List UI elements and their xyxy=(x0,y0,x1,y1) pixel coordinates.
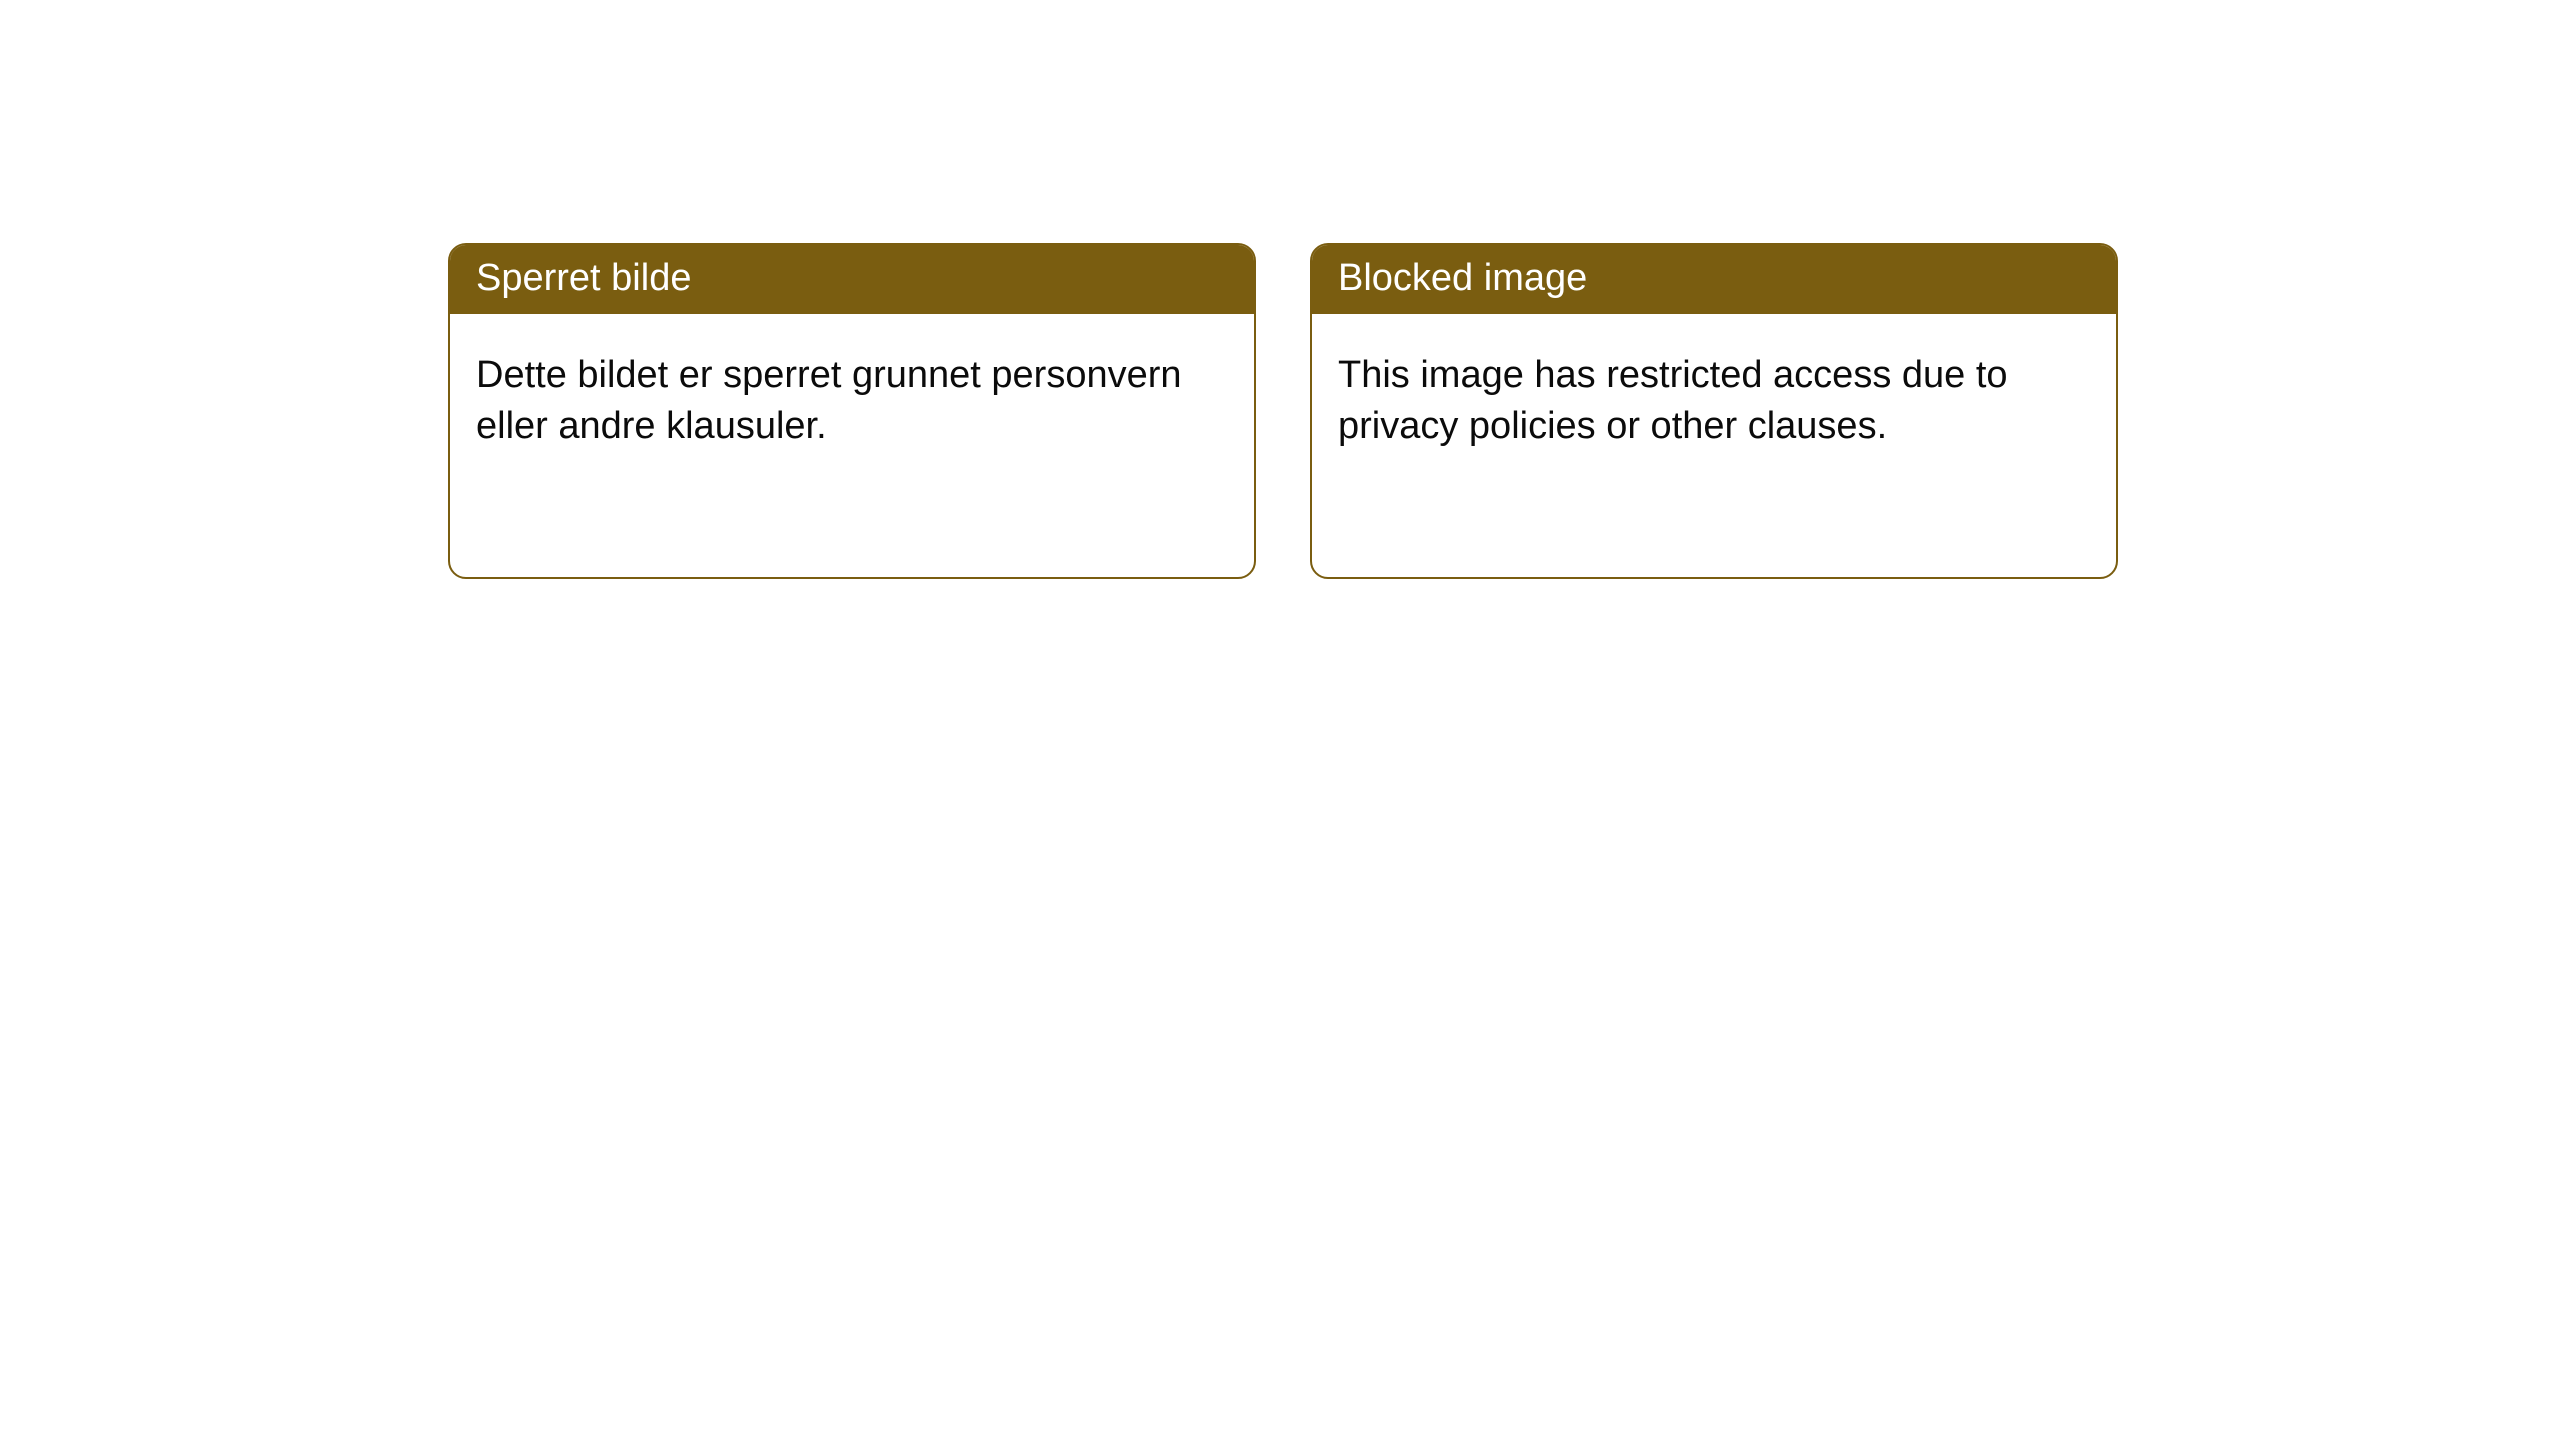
card-body-text: This image has restricted access due to … xyxy=(1312,314,2116,489)
blocked-image-card-english: Blocked image This image has restricted … xyxy=(1310,243,2118,579)
card-header: Sperret bilde xyxy=(450,245,1254,314)
card-header: Blocked image xyxy=(1312,245,2116,314)
blocked-image-cards: Sperret bilde Dette bildet er sperret gr… xyxy=(448,243,2118,579)
card-body-text: Dette bildet er sperret grunnet personve… xyxy=(450,314,1254,489)
blocked-image-card-norwegian: Sperret bilde Dette bildet er sperret gr… xyxy=(448,243,1256,579)
